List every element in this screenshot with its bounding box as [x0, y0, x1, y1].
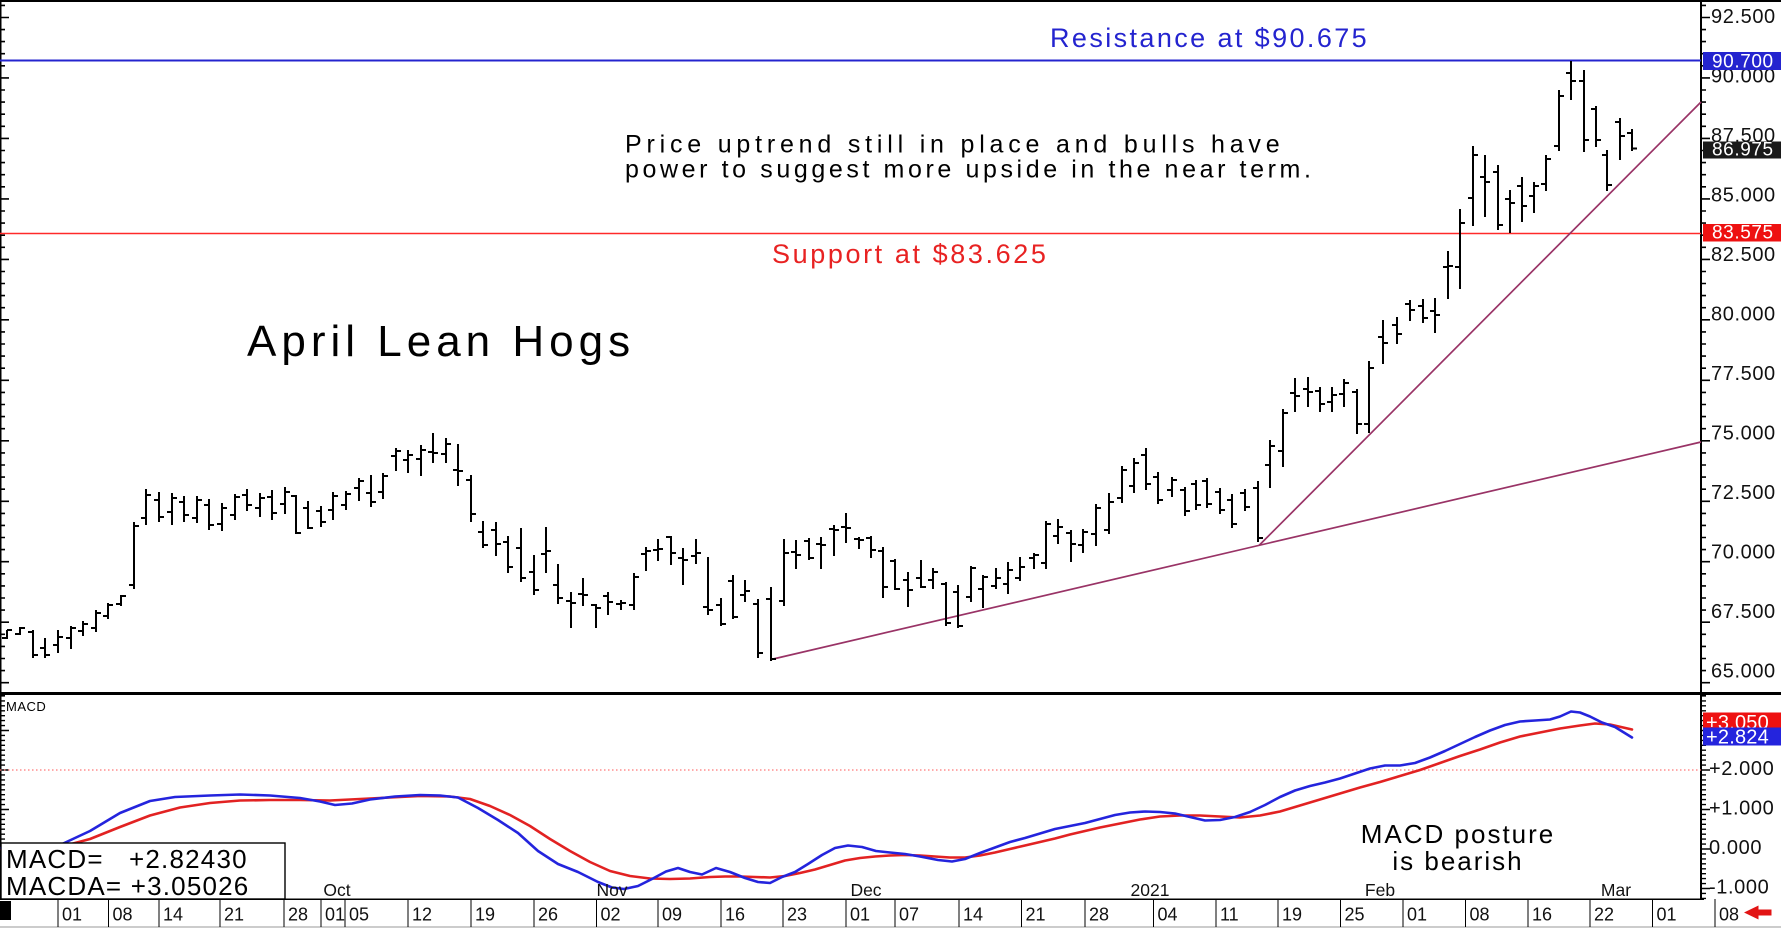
svg-text:02: 02 — [601, 905, 621, 925]
svg-text:14: 14 — [963, 905, 983, 925]
svg-text:75.000: 75.000 — [1711, 423, 1776, 445]
svg-text:01: 01 — [850, 905, 870, 925]
svg-text:Nov: Nov — [596, 880, 627, 900]
svg-text:26: 26 — [538, 905, 558, 925]
svg-text:90.000: 90.000 — [1711, 66, 1776, 88]
svg-text:23: 23 — [787, 905, 807, 925]
svg-text:22: 22 — [1594, 905, 1614, 925]
svg-text:82.500: 82.500 — [1711, 244, 1776, 266]
svg-text:April Lean Hogs: April Lean Hogs — [247, 317, 635, 366]
svg-text:Resistance at $90.675: Resistance at $90.675 — [1050, 23, 1369, 53]
svg-text:77.500: 77.500 — [1711, 363, 1776, 385]
svg-text:01: 01 — [1657, 905, 1677, 925]
svg-text:90.700: 90.700 — [1712, 52, 1774, 73]
svg-text:08: 08 — [113, 905, 133, 925]
svg-text:12: 12 — [412, 905, 432, 925]
svg-text:Feb: Feb — [1365, 880, 1395, 900]
svg-text:01: 01 — [62, 905, 82, 925]
svg-text:Mar: Mar — [1601, 880, 1631, 900]
svg-text:08: 08 — [1719, 905, 1739, 925]
svg-text:83.575: 83.575 — [1712, 223, 1774, 244]
svg-text:80.000: 80.000 — [1711, 304, 1776, 326]
svg-text:70.000: 70.000 — [1711, 542, 1776, 564]
svg-text:86.975: 86.975 — [1712, 140, 1774, 161]
svg-text:11: 11 — [1220, 905, 1239, 925]
svg-text:power to suggest more upside i: power to suggest more upside in the near… — [625, 156, 1315, 184]
svg-text:MACD posture: MACD posture — [1361, 819, 1556, 849]
svg-text:07: 07 — [899, 905, 919, 925]
svg-text:67.500: 67.500 — [1711, 601, 1776, 623]
svg-text:Oct: Oct — [323, 880, 350, 900]
svg-text:MACD: MACD — [6, 699, 46, 714]
svg-text:19: 19 — [475, 905, 495, 925]
svg-text:0.000: 0.000 — [1709, 837, 1762, 859]
svg-text:09: 09 — [662, 905, 682, 925]
svg-text:-1.000: -1.000 — [1709, 877, 1769, 899]
svg-text:MACDA= +3.05026: MACDA= +3.05026 — [6, 871, 249, 901]
svg-text:Dec: Dec — [850, 880, 881, 900]
svg-text:19: 19 — [1282, 905, 1302, 925]
svg-text:MACD= +2.82430: MACD= +2.82430 — [6, 844, 248, 874]
svg-text:08: 08 — [1470, 905, 1490, 925]
svg-text:Price uptrend still in place a: Price uptrend still in place and bulls h… — [625, 131, 1284, 159]
svg-text:Support at $83.625: Support at $83.625 — [772, 239, 1049, 269]
svg-text:01: 01 — [325, 905, 345, 925]
svg-text:16: 16 — [725, 905, 745, 925]
svg-text:+1.000: +1.000 — [1709, 798, 1774, 820]
svg-text:92.500: 92.500 — [1711, 6, 1776, 28]
svg-text:28: 28 — [1089, 905, 1109, 925]
svg-text:28: 28 — [288, 905, 308, 925]
svg-text:21: 21 — [224, 905, 244, 925]
svg-text:72.500: 72.500 — [1711, 482, 1776, 504]
svg-text:21: 21 — [1026, 905, 1046, 925]
svg-text:65.000: 65.000 — [1711, 661, 1776, 683]
svg-text:85.000: 85.000 — [1711, 185, 1776, 207]
svg-text:25: 25 — [1345, 905, 1365, 925]
svg-text:2021: 2021 — [1131, 880, 1170, 900]
svg-text:04: 04 — [1158, 905, 1178, 925]
svg-text:+2.000: +2.000 — [1709, 758, 1774, 780]
svg-text:05: 05 — [349, 905, 369, 925]
svg-text:+2.824: +2.824 — [1706, 727, 1769, 749]
svg-text:01: 01 — [1407, 905, 1427, 925]
svg-text:14: 14 — [163, 905, 183, 925]
svg-text:is bearish: is bearish — [1392, 846, 1523, 876]
svg-text:16: 16 — [1532, 905, 1552, 925]
